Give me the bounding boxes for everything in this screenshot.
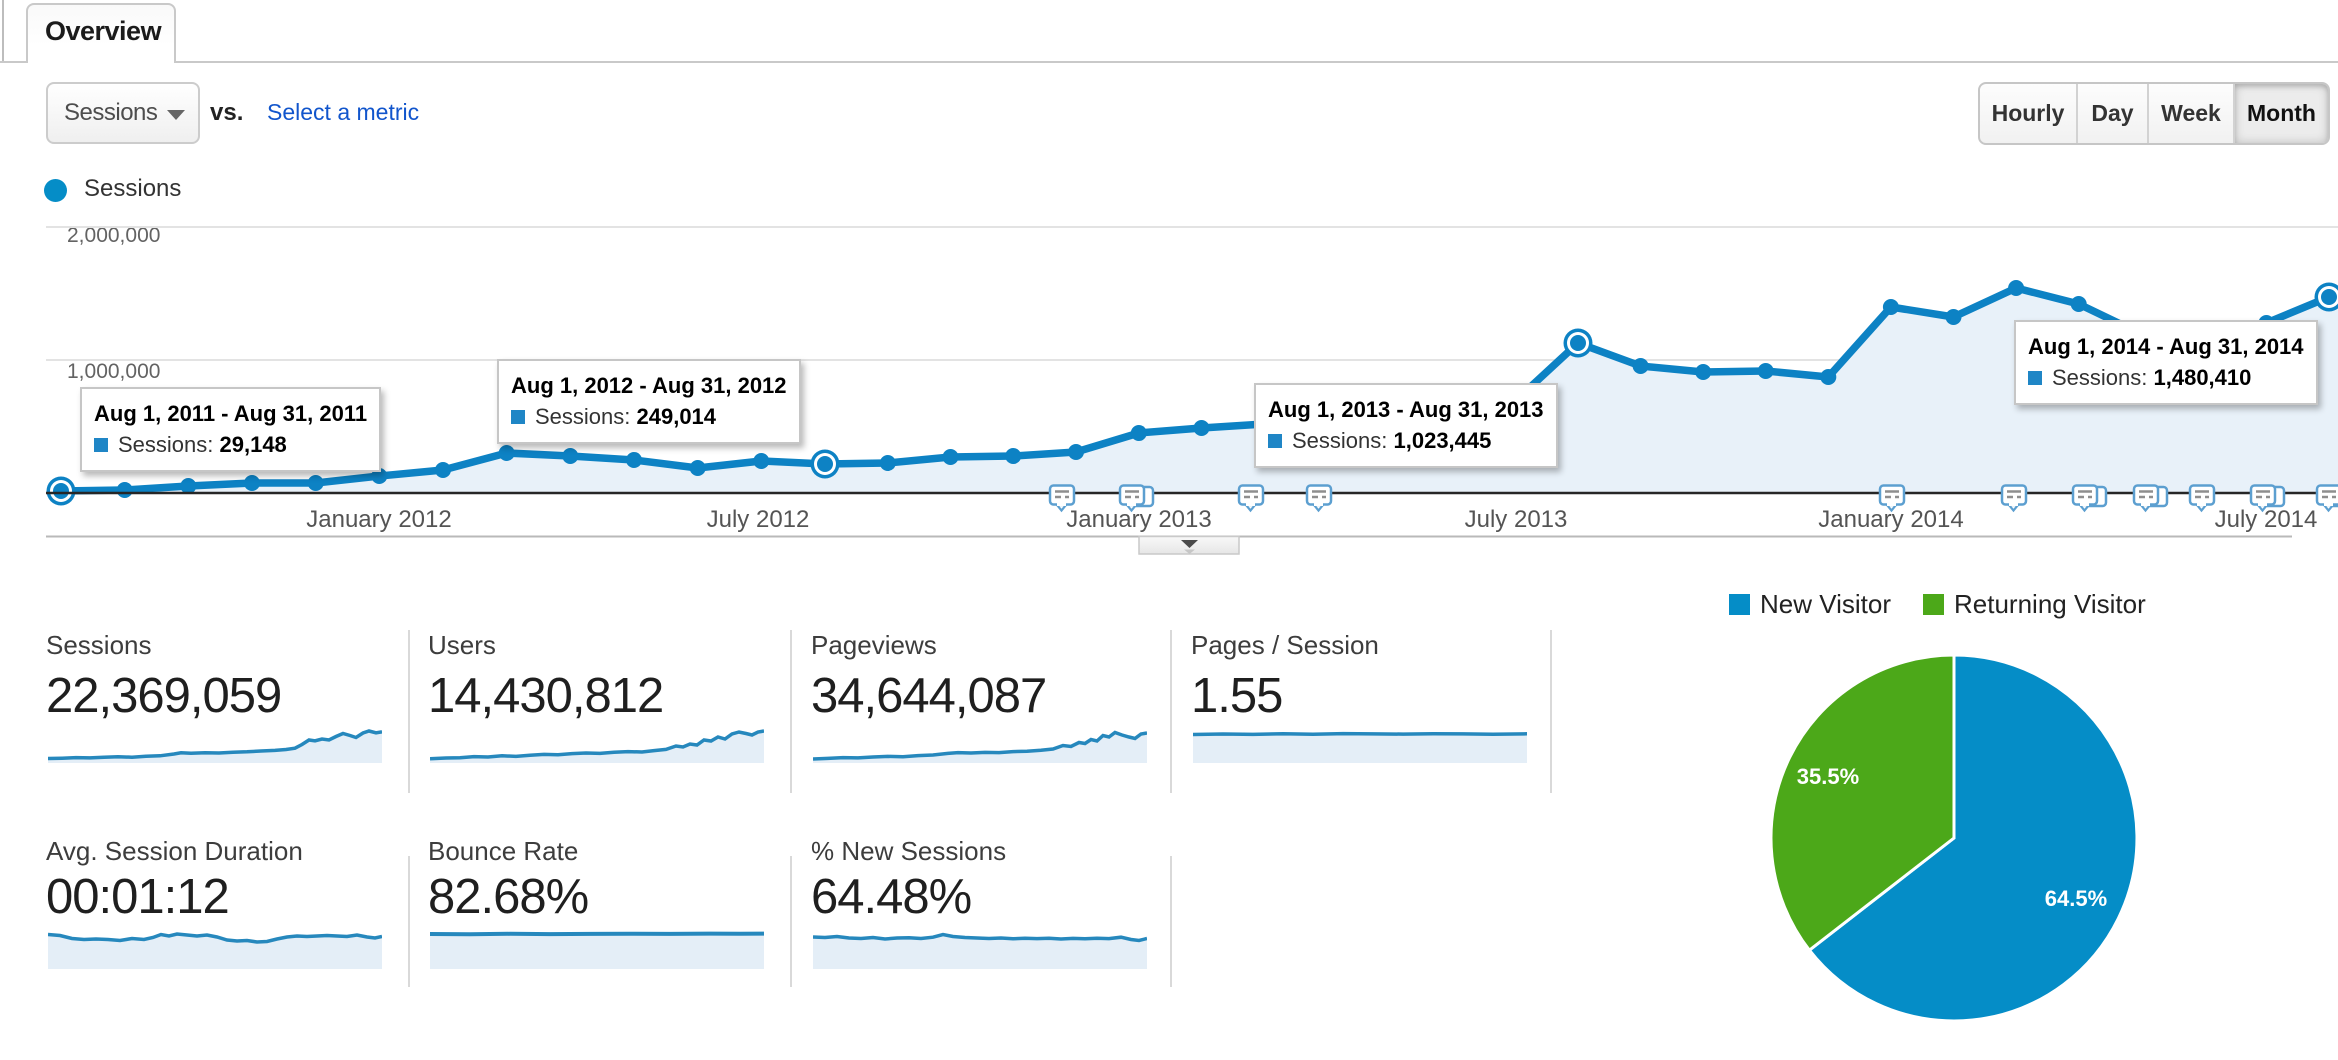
svg-text:January 2013: January 2013 xyxy=(1066,506,1211,533)
svg-text:January 2012: January 2012 xyxy=(306,506,451,533)
svg-text:July 2012: July 2012 xyxy=(707,506,810,533)
svg-text:July 2013: July 2013 xyxy=(1465,506,1568,533)
svg-text:July 2014: July 2014 xyxy=(2215,506,2318,533)
svg-text:January 2014: January 2014 xyxy=(1818,506,1963,533)
